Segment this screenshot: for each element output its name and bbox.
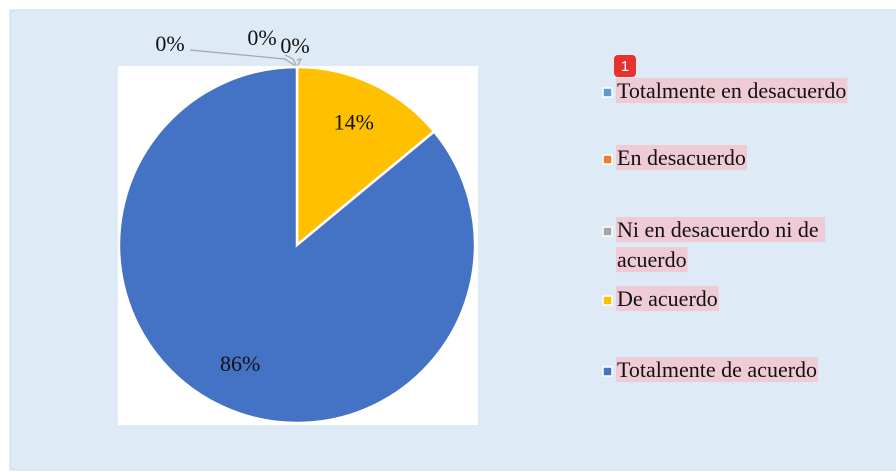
data-label: 0% <box>155 31 184 56</box>
legend-line: En desacuerdo <box>617 145 746 170</box>
legend-marker <box>602 295 613 306</box>
legend-label: En desacuerdo <box>617 145 746 170</box>
legend-highlight-group <box>616 78 848 104</box>
legend-marker <box>602 366 613 377</box>
data-label: 0% <box>280 33 309 58</box>
pie-slice <box>295 65 436 248</box>
data-label: 0% <box>247 25 276 50</box>
legend-highlight-group <box>616 357 819 383</box>
leader-line <box>189 49 298 68</box>
legend-line: Totalmente en desacuerdo <box>617 78 846 103</box>
legend-highlight <box>616 357 819 383</box>
legend-line: De acuerdo <box>617 286 718 311</box>
legend-line: acuerdo <box>617 247 687 272</box>
legend-label: Totalmente de acuerdo <box>617 357 817 382</box>
legend-label: De acuerdo <box>617 286 718 311</box>
data-label: 86% <box>220 351 260 376</box>
legend-line: Totalmente de acuerdo <box>617 357 817 382</box>
legend-highlight <box>616 217 826 243</box>
legend-marker <box>602 87 613 98</box>
legend-marker <box>602 154 613 165</box>
leader-line <box>284 54 298 68</box>
pie-slice <box>117 65 477 425</box>
legend-label: Ni en desacuerdo ni de acuerdo <box>617 217 824 272</box>
legend-highlight <box>616 78 848 104</box>
legend-line: Ni en desacuerdo ni de <box>617 217 824 242</box>
data-label: 14% <box>334 109 374 134</box>
legend-highlight <box>616 145 747 171</box>
legend-highlight <box>616 286 719 312</box>
badge <box>614 55 636 77</box>
legend-highlight-group <box>616 217 826 273</box>
legend-highlight <box>616 247 688 273</box>
legend-highlight-group <box>616 145 747 171</box>
legend-highlight-group <box>616 286 719 312</box>
leader-line <box>296 58 303 68</box>
badge-label: 1 <box>621 58 629 75</box>
legend-label: Totalmente en desacuerdo <box>617 78 846 103</box>
legend-marker <box>602 226 613 237</box>
